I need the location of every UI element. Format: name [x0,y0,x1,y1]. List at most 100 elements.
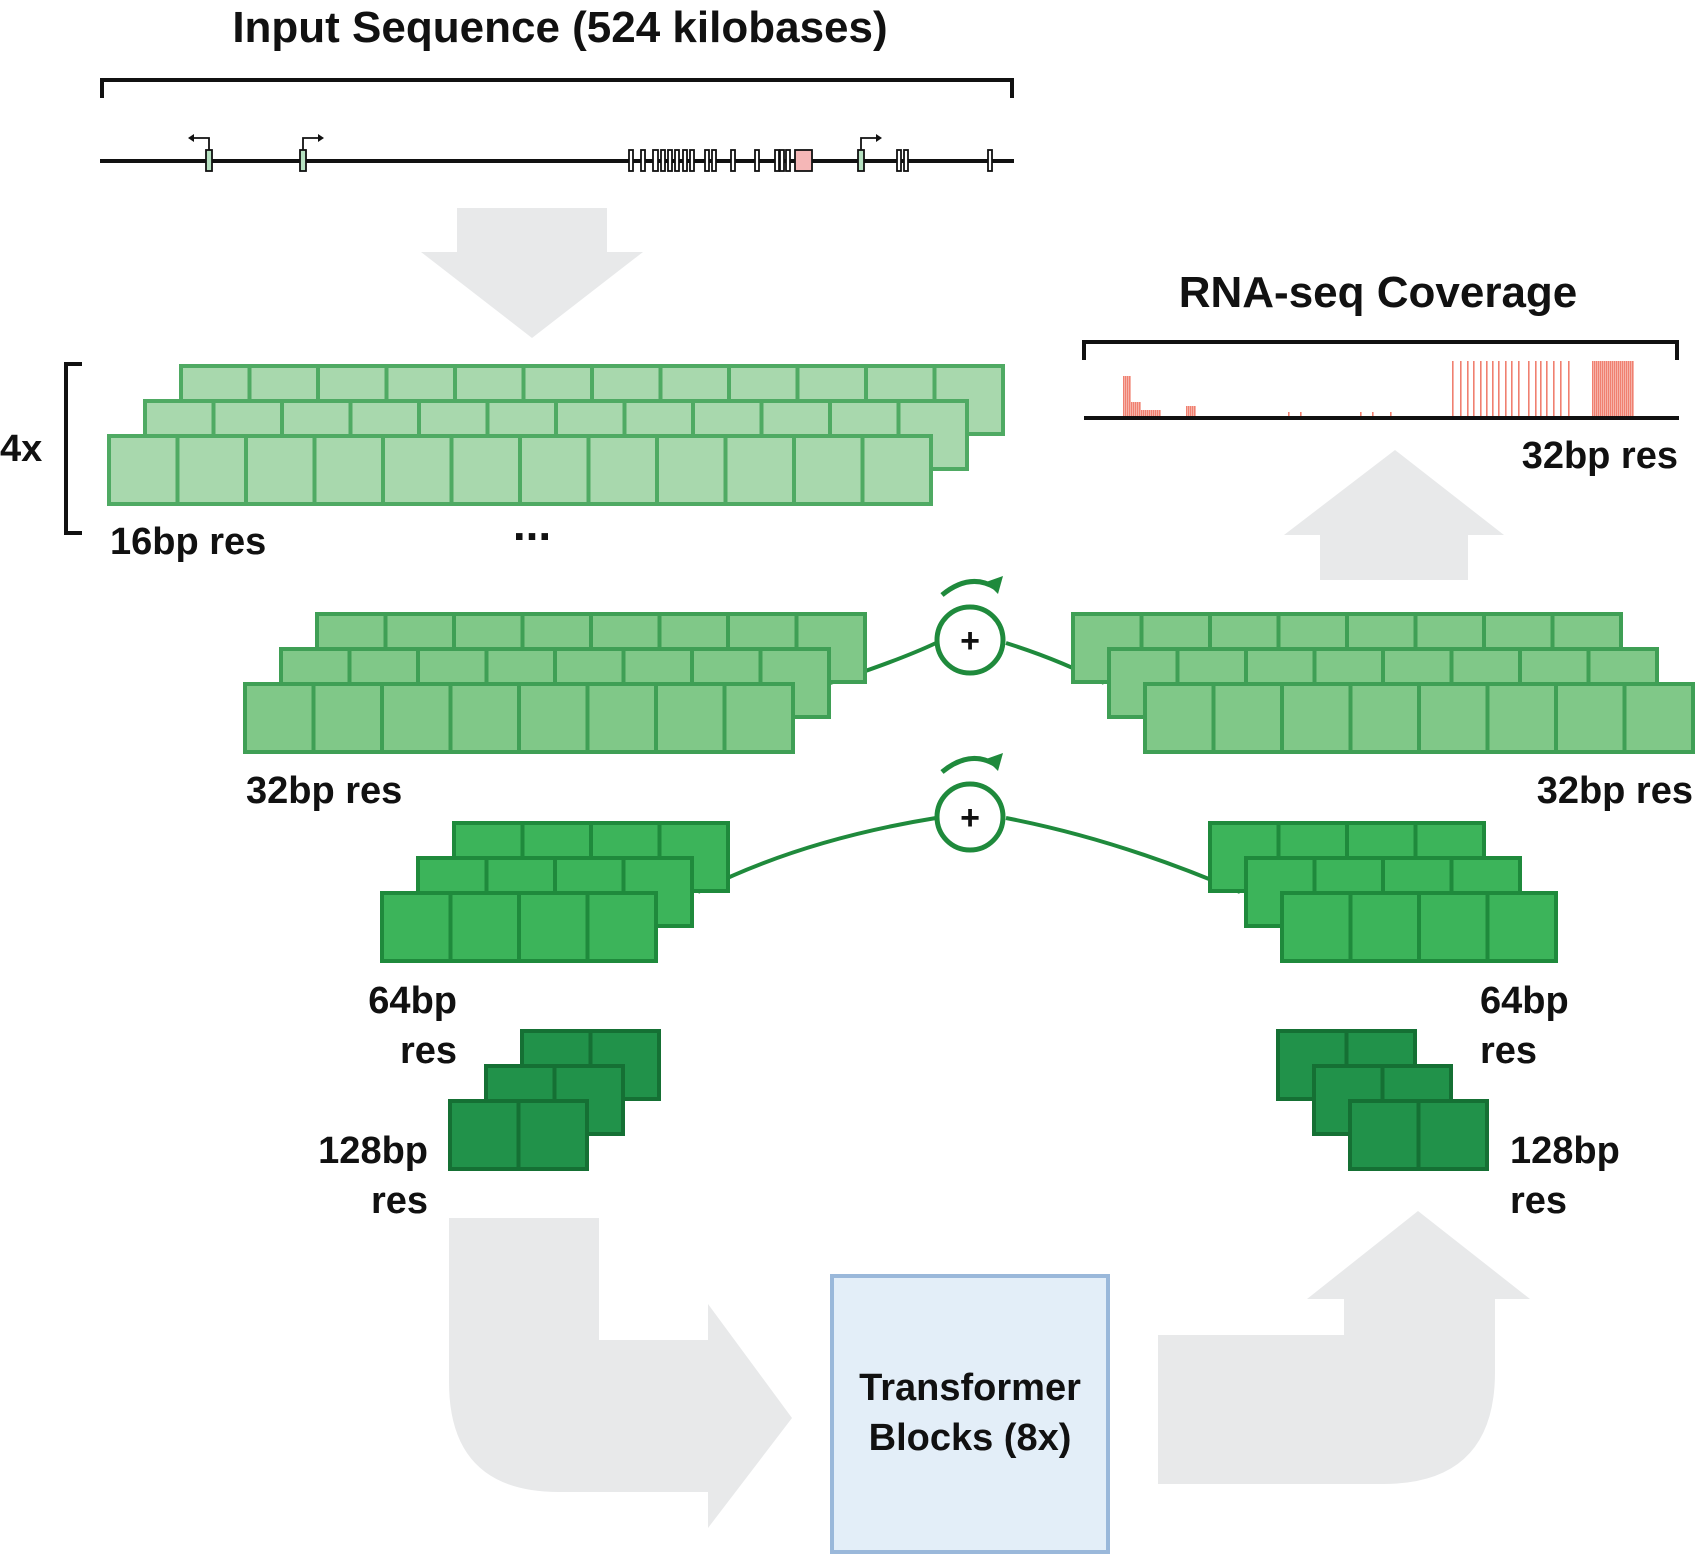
gene-exon [660,149,666,172]
coverage-bar [1192,406,1194,416]
rotate-arrowhead-icon [986,753,1003,771]
decoder-64bp-stack [1208,821,1558,963]
coverage-bar [1288,412,1290,416]
feature-cell [860,434,933,506]
coverage-bar [1568,361,1570,416]
coverage-bar [1467,361,1469,416]
ellipsis: ... [513,498,551,550]
gene-exon [730,149,736,172]
feature-map-layer [1143,682,1695,754]
coverage-bar [1460,361,1462,416]
decoder-64bp-label-line2: res [1480,1030,1537,1072]
coverage-bar [1511,361,1513,416]
feature-map-layer [1348,1099,1489,1171]
coverage-bar [1624,361,1626,416]
tss-arrowhead-icon [318,134,324,142]
coverage-bar [1592,361,1594,416]
coverage-bar [1153,410,1155,416]
coverage-bar [1157,410,1159,416]
coverage-bar [1145,410,1147,416]
rotate-arrowhead-icon [986,576,1003,594]
coverage-bar [1614,361,1616,416]
coverage-bar [1594,361,1596,416]
encoder-16bp-label: 16bp res [110,521,266,563]
coverage-bar [1360,412,1362,416]
tss-arrow-icon [194,137,210,150]
input-sequence-title: Input Sequence (524 kilobases) [232,3,887,52]
gene-exon [711,149,717,172]
coverage-bar [1190,406,1192,416]
encoder-64bp-label-line2: res [400,1030,457,1072]
coverage-bar [1602,361,1604,416]
transformer-label-line1: Transformer [859,1367,1081,1409]
gene-exon [754,149,760,172]
coverage-bracket [1082,340,1679,360]
coverage-bar [1518,361,1520,416]
gene-exon [682,149,688,172]
encoder-128bp-stack [448,1029,661,1171]
coverage-bar [1630,361,1632,416]
skip-add-node-32bp: + [934,576,1006,676]
feature-map-layer [448,1099,589,1171]
coverage-bar [1560,361,1562,416]
coverage-bar [1535,361,1537,416]
gene-exon [774,149,780,172]
transformer-block [830,1274,1110,1554]
coverage-bar [1133,402,1135,416]
plus-symbol: + [960,622,980,660]
coverage-bar [1553,361,1555,416]
tss-arrow-icon [860,137,876,150]
decoder-32bp-stack [1071,612,1695,754]
coverage-bar [1632,361,1634,416]
coverage-bar [1137,402,1139,416]
coverage-bar [1452,361,1454,416]
decoder-64bp-label-line1: 64bp [1480,980,1569,1022]
coverage-bar [1628,361,1630,416]
coverage-bar [1606,361,1608,416]
gene-track [100,134,1014,172]
decoder-128bp-stack [1276,1029,1489,1171]
coverage-bar [1546,361,1548,416]
encoder-16bp-stack [107,364,1005,506]
feature-map-layer [1280,891,1558,963]
coverage-bar [1135,402,1137,416]
encoder-64bp-label-line1: 64bp [368,980,457,1022]
feature-map-layer [380,891,658,963]
gene-exon [857,149,865,172]
gene-exon [652,149,659,172]
gene-exon [689,149,695,172]
gene-exon [667,149,673,172]
encoder-128bp-label-line2: res [371,1180,428,1222]
coverage-bar [1155,410,1157,416]
feature-cell [1485,891,1558,963]
feature-cell [1622,682,1695,754]
tss-arrow-icon [302,137,318,150]
coverage-bar [1131,402,1133,416]
coverage-bar [1598,361,1600,416]
coverage-bar [1616,361,1618,416]
encoder-128bp-label-line1: 128bp [318,1130,428,1172]
coverage-bar [1188,406,1190,416]
decoder-128bp-label-line2: res [1510,1180,1567,1222]
skip-add-node-64bp: + [934,753,1006,853]
coverage-bar [1604,361,1606,416]
coverage-bar [1596,361,1598,416]
gene-exon [628,149,634,172]
rna-seq-coverage-title: RNA-seq Coverage [1179,268,1578,317]
transformer-label-line2: Blocks (8x) [869,1417,1072,1459]
encoder-to-transformer-arrow [449,1218,792,1528]
gene-exon [794,149,813,172]
coverage-bar [1390,412,1392,416]
decoder-32bp-label: 32bp res [1537,770,1693,812]
coverage-bar [1125,376,1127,416]
coverage-bar [1498,361,1500,416]
encoder-32bp-label: 32bp res [246,770,402,812]
gene-exon [640,149,646,172]
coverage-bar [1505,361,1507,416]
coverage-bar [1127,376,1129,416]
feature-map-layer [107,434,933,506]
input-down-arrow [421,208,643,338]
coverage-bar [1528,361,1530,416]
tss-arrowhead-icon [188,134,194,142]
